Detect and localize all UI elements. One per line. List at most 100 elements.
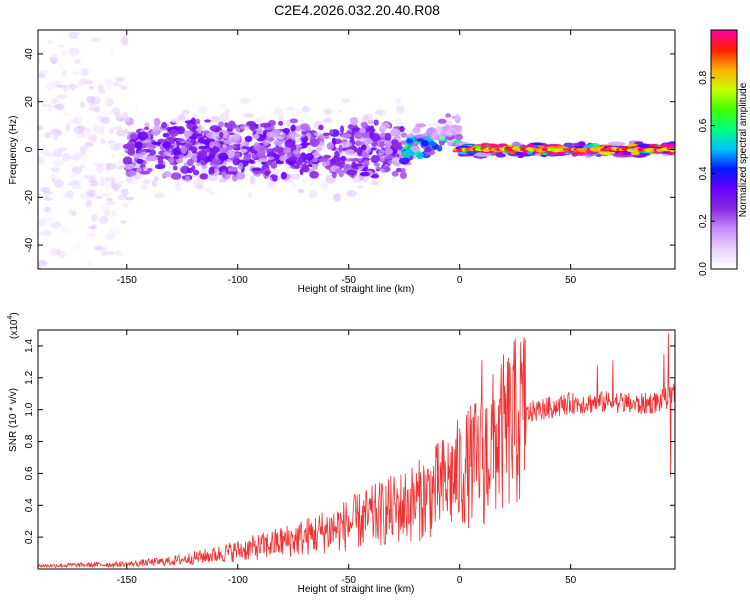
spectrogram-cell: [350, 158, 359, 162]
spectrogram-cell: [201, 164, 207, 170]
spectrogram-cell: [41, 229, 52, 236]
spectrogram-cell: [85, 199, 92, 208]
spectrogram-cell: [256, 158, 268, 163]
spectrogram-cell: [267, 180, 277, 189]
spectrogram-cell: [295, 107, 302, 117]
snr-xtick-label: -150: [117, 575, 137, 586]
spectrogram-cell: [251, 167, 262, 171]
spectrogram-cell: [437, 118, 447, 124]
spectrogram-cell: [261, 147, 270, 151]
spectrogram-cell: [113, 125, 123, 131]
spectrogram-cell: [52, 159, 64, 167]
spectrogram-cell: [428, 123, 438, 127]
spectrogram-cell: [311, 158, 319, 163]
spectrogram-cell: [56, 84, 66, 88]
spectrogram-cell: [166, 127, 172, 131]
spectrogram-cell: [112, 182, 122, 190]
colorbar-tick-label: 0.4: [698, 166, 709, 180]
spectrogram-cell: [64, 112, 70, 117]
spectrogram-cell: [365, 132, 370, 139]
spectrogram-cell: [74, 59, 81, 64]
spectrogram-cell: [88, 175, 96, 183]
spectrogram-cell: [72, 116, 82, 125]
spectrogram-cell: [190, 117, 196, 125]
spectrogram-cell: [106, 197, 113, 202]
spectrogram-cell: [117, 165, 126, 170]
spectrogram-cell: [431, 131, 437, 138]
spectrogram-cell: [228, 120, 236, 128]
spectrogram-cell: [199, 157, 206, 161]
spectrogram-cell: [96, 164, 104, 174]
spectrogram-cell: [167, 157, 175, 163]
spectrogram-cell: [410, 145, 421, 153]
spectrogram-cell: [563, 142, 573, 147]
spectrogram-cell: [339, 125, 345, 134]
spectrogram-cell: [295, 164, 300, 169]
spectrogram-cell: [68, 174, 76, 180]
spectrogram-cell: [77, 15, 82, 22]
spectrogram-cell: [399, 125, 405, 133]
spectrogram-cell: [44, 206, 52, 212]
spectrogram-cell: [266, 176, 273, 183]
spectrogram-cell: [421, 140, 429, 147]
spectrogram-cell: [346, 190, 357, 197]
spectrogram-cell: [38, 72, 46, 79]
spectrogram-cell: [232, 171, 237, 175]
spectrogram-cell: [222, 144, 227, 148]
spectrogram-cell: [390, 128, 401, 137]
spectrogram-cell: [39, 312, 48, 315]
snr-axes: -150 -100 -50 0 50 0.2 0.4 0.6 0.8 1.0 1.2 1.4: [24, 329, 676, 586]
spectrogram-cell: [139, 170, 151, 175]
spectrogram-cell: [109, 48, 115, 57]
spectrogram-cell: [370, 174, 380, 179]
spectrogram-cell: [134, 141, 143, 149]
spectrogram-cell: [49, 175, 56, 179]
spectrogram-cell: [68, 47, 80, 56]
spectrogram-cell: [240, 97, 251, 104]
spectrogram-cell: [341, 98, 351, 104]
spectrogram-cell: [300, 123, 310, 131]
spectrogram-cell: [495, 153, 506, 158]
spectrogram-cell: [311, 152, 320, 156]
colorbar-tick-label: 0.6: [698, 118, 709, 132]
spectrogram-cell: [109, 308, 114, 314]
spectrogram-cell: [103, 209, 111, 217]
snr-scale-label: (x104): [7, 312, 20, 339]
spectrogram-cell: [370, 180, 380, 186]
spectrogram-cell: [154, 192, 166, 199]
spectrogram-cell: [102, 193, 111, 197]
spectrogram-cell: [91, 134, 97, 143]
chart-title: C2E4.2026.032.20.40.R08: [274, 2, 440, 18]
spectrogram-cell: [198, 105, 208, 114]
spectrogram-cell: [210, 152, 216, 158]
spectrogram-cell: [61, 225, 70, 234]
spectrogram-cell: [147, 155, 159, 162]
spectrogram-cell: [510, 142, 524, 147]
spectrogram-cell: [412, 126, 421, 134]
spectrogram-cell: [278, 120, 284, 126]
spectrogram-cell: [308, 177, 314, 187]
spectrogram-cell: [265, 156, 275, 161]
spectrogram-cell: [391, 176, 397, 182]
spectrogram-cell: [323, 117, 333, 124]
spectrogram-cell: [118, 180, 124, 184]
spectrogram-cell: [86, 232, 97, 237]
spectrogram-cell: [282, 127, 291, 134]
spectrogram-cell: [147, 168, 153, 172]
spectrogram-cell: [270, 161, 278, 169]
spectrogram-cell: [115, 249, 123, 257]
spectrogram-cell: [363, 159, 370, 167]
spectrogram-cell: [337, 109, 342, 114]
spectrogram-cell: [162, 132, 170, 138]
spectrogram-cell: [218, 165, 229, 174]
spectrogram-cell: [122, 309, 131, 315]
spectrogram-cell: [385, 148, 393, 155]
spectrogram-cell: [178, 114, 186, 121]
snr-xtick-label: 0: [457, 575, 463, 586]
spectrogram-cell: [407, 129, 415, 134]
snr-ytick-label: 0.6: [24, 466, 35, 480]
spectrogram-cell: [40, 149, 50, 156]
colorbar: 0.0 0.2 0.4 0.6 0.8 Normalized spectral ampl…: [698, 29, 749, 276]
spectrogram-xtick-label: -150: [117, 275, 137, 286]
snr-ytick-label: 1.2: [24, 370, 35, 384]
